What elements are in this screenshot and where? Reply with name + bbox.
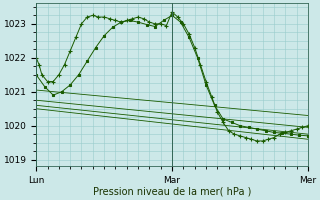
X-axis label: Pression niveau de la mer( hPa ): Pression niveau de la mer( hPa ) bbox=[93, 187, 251, 197]
